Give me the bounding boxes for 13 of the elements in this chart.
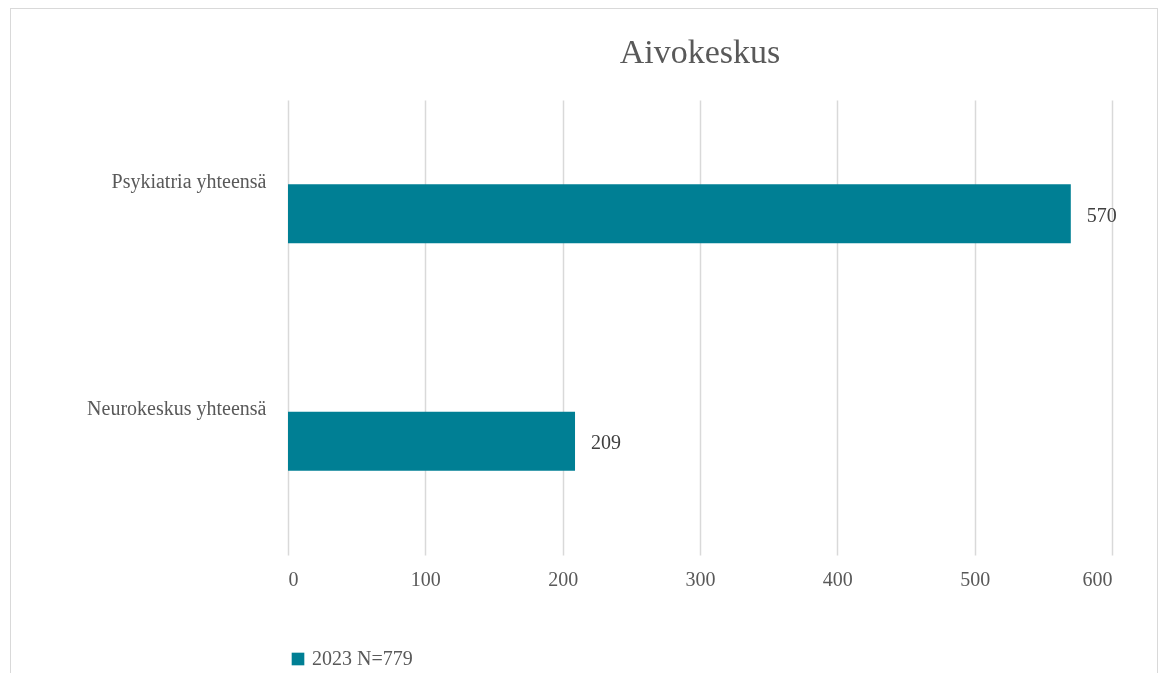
data-label: 570 <box>1086 203 1117 226</box>
chart-title: Aivokeskus <box>619 33 781 70</box>
legend-label: 2023 N=779 <box>312 647 413 669</box>
x-tick-label: 200 <box>548 567 579 590</box>
x-tick-label: 400 <box>822 567 853 590</box>
x-tick-label: 100 <box>410 567 441 590</box>
x-tick-label: 600 <box>1082 567 1113 590</box>
y-tick-label: Neurokeskus yhteensä <box>87 397 267 421</box>
x-tick-label: 500 <box>960 567 991 590</box>
data-label: 209 <box>591 431 622 454</box>
x-tick-label: 0 <box>288 567 299 590</box>
y-tick-label: Psykiatria yhteensä <box>111 169 267 193</box>
x-tick-label: 300 <box>685 567 716 590</box>
